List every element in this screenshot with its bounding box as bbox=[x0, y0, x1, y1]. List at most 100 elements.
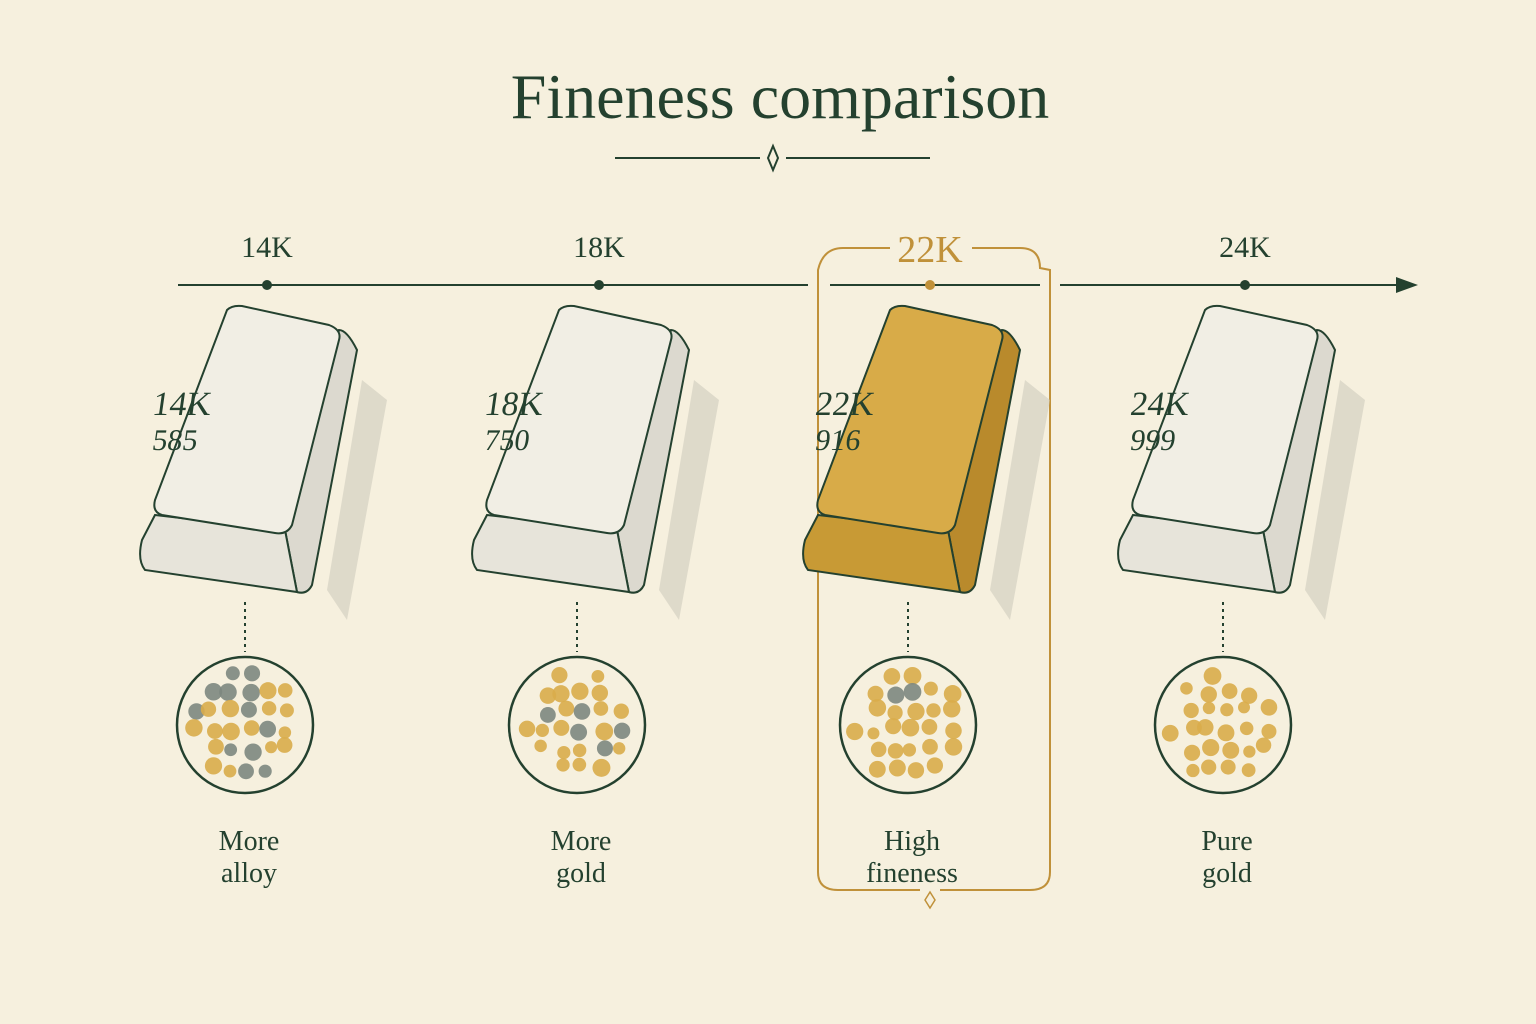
particle bbox=[277, 683, 293, 698]
particle bbox=[188, 703, 205, 720]
particle bbox=[883, 668, 901, 685]
particle bbox=[592, 758, 611, 777]
particle bbox=[222, 722, 240, 741]
bar-fineness: 999 bbox=[1128, 423, 1178, 457]
particle bbox=[1239, 721, 1254, 736]
particle bbox=[200, 701, 217, 717]
particle bbox=[1201, 759, 1217, 775]
particle bbox=[887, 743, 904, 759]
timeline-label: 14K bbox=[241, 231, 293, 264]
particle bbox=[552, 685, 570, 703]
particle bbox=[1261, 723, 1277, 739]
particle bbox=[573, 703, 591, 720]
particle bbox=[1202, 701, 1216, 715]
particle bbox=[221, 699, 240, 718]
particle bbox=[185, 719, 203, 737]
particle bbox=[539, 687, 557, 704]
bar-side bbox=[946, 328, 1022, 594]
timeline-label: 24K bbox=[1219, 231, 1271, 264]
particle bbox=[887, 705, 903, 721]
timeline-arrow bbox=[1396, 277, 1418, 293]
particle bbox=[243, 720, 260, 736]
particle bbox=[539, 707, 556, 723]
timeline-label: 18K bbox=[573, 231, 625, 264]
particle bbox=[1184, 744, 1201, 761]
particle bbox=[261, 701, 277, 716]
particle bbox=[1161, 724, 1179, 742]
particle bbox=[244, 743, 262, 761]
particle bbox=[885, 718, 902, 735]
timeline-dot bbox=[262, 280, 272, 290]
bar-fineness: 750 bbox=[482, 423, 532, 457]
particles bbox=[518, 667, 631, 777]
particle bbox=[1202, 739, 1220, 757]
particle bbox=[613, 703, 629, 719]
particle bbox=[572, 757, 587, 772]
particle bbox=[534, 739, 547, 753]
bar-karat: 22K bbox=[813, 386, 877, 423]
particles bbox=[185, 665, 294, 780]
title-ornament bbox=[615, 143, 930, 173]
particle bbox=[570, 723, 588, 741]
bar-shadow bbox=[659, 380, 719, 620]
highlight-frame bbox=[817, 247, 1051, 891]
bar-fineness: 585 bbox=[150, 423, 200, 457]
bar-front bbox=[471, 513, 631, 594]
particle bbox=[1255, 737, 1272, 753]
bar-fineness: 916 bbox=[813, 423, 863, 457]
particle bbox=[907, 762, 925, 779]
particle bbox=[243, 665, 261, 682]
particle bbox=[259, 720, 277, 738]
particle bbox=[868, 699, 887, 717]
particle bbox=[907, 702, 925, 721]
particle bbox=[926, 703, 941, 718]
bar-karat: 14K bbox=[150, 386, 214, 423]
bar-top bbox=[816, 304, 1004, 535]
bar-front bbox=[1117, 513, 1277, 594]
particle bbox=[204, 682, 223, 701]
particle bbox=[923, 681, 938, 696]
particle bbox=[944, 738, 963, 756]
particle bbox=[240, 701, 257, 718]
particle bbox=[1220, 703, 1234, 717]
bar-karat: 24K bbox=[1128, 386, 1192, 423]
particle bbox=[1183, 702, 1199, 719]
particle bbox=[223, 764, 237, 778]
particle bbox=[1196, 719, 1214, 736]
particle bbox=[902, 743, 917, 757]
particle bbox=[242, 683, 260, 702]
particle bbox=[219, 683, 237, 701]
bar-side bbox=[1261, 328, 1337, 594]
particle bbox=[1241, 687, 1258, 704]
particle bbox=[1203, 667, 1222, 685]
particle bbox=[1220, 759, 1236, 775]
particle bbox=[1221, 683, 1238, 699]
particle bbox=[591, 684, 609, 702]
caption: More bbox=[551, 826, 612, 857]
caption: High bbox=[884, 826, 940, 857]
bar-top bbox=[1131, 304, 1319, 535]
particle bbox=[208, 738, 224, 755]
particle bbox=[870, 741, 887, 758]
timeline-dot bbox=[1240, 280, 1250, 290]
particle bbox=[553, 719, 570, 736]
timeline-label: 22K bbox=[897, 229, 963, 271]
particle bbox=[224, 743, 238, 757]
particle bbox=[278, 726, 292, 739]
bar-shadow bbox=[990, 380, 1050, 620]
particle bbox=[571, 682, 589, 700]
particle bbox=[945, 722, 962, 739]
particle bbox=[593, 701, 609, 716]
particle bbox=[225, 666, 240, 681]
particle bbox=[207, 723, 223, 739]
particles bbox=[846, 666, 963, 779]
particle bbox=[888, 759, 906, 777]
particle bbox=[943, 685, 962, 703]
particle bbox=[921, 719, 938, 735]
particle bbox=[1241, 763, 1256, 778]
